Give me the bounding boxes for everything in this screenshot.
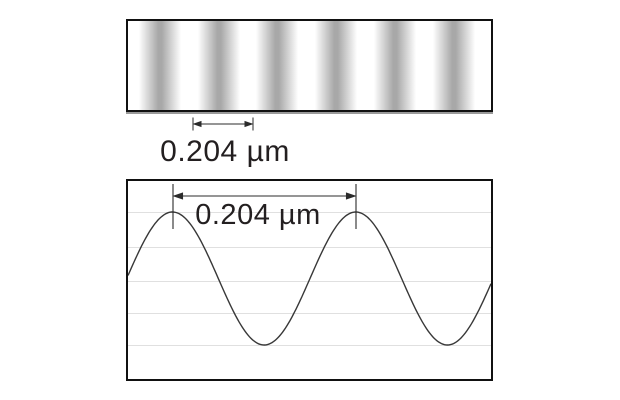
fringe-period-label: 0.204 µm xyxy=(160,135,290,168)
fringe-stripe xyxy=(137,21,183,110)
gridline xyxy=(128,212,491,213)
gridline xyxy=(128,313,491,314)
gridline xyxy=(128,247,491,248)
sine-wave-curve xyxy=(128,211,491,346)
fringe-stripe xyxy=(195,21,242,110)
intensity-profile-panel: 0.204 µm xyxy=(126,179,493,381)
fringe-period-arrow xyxy=(192,117,254,131)
gridline xyxy=(128,281,491,282)
wave-period-arrow xyxy=(172,184,357,229)
wave-period-label: 0.204 µm xyxy=(195,199,321,231)
fringe-stripe xyxy=(371,21,418,110)
fringe-stripe xyxy=(254,21,301,110)
fringe-stripe xyxy=(313,21,360,110)
gridline xyxy=(128,345,491,346)
fringe-stripe xyxy=(430,21,477,110)
intensity-waveform xyxy=(128,184,491,346)
fringe-pattern-panel xyxy=(126,19,493,112)
